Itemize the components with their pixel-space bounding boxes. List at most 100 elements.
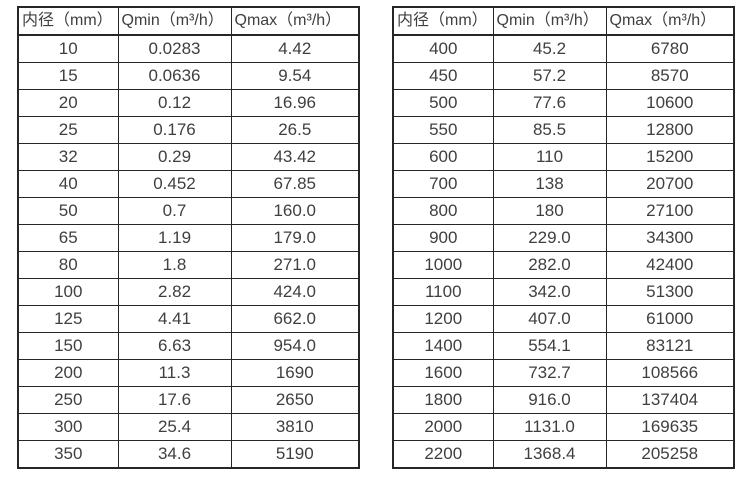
qmax-cell: 4.42	[230, 34, 360, 63]
table-body: 10 0.0283 4.42 15 0.0636 9.54 20 0.12 16.96 25 0.1…	[17, 34, 360, 469]
diameter-cell: 2000	[392, 413, 494, 441]
table-row: 2200 1368.4 205258	[392, 440, 735, 469]
qmax-cell: 27100	[605, 197, 735, 225]
qmin-cell: 2.82	[117, 278, 232, 306]
diameter-cell: 1600	[392, 359, 494, 387]
qmax-cell: 108566	[605, 359, 735, 387]
table-row: 40 0.452 67.85	[17, 170, 360, 198]
table-row: 25 0.176 26.5	[17, 116, 360, 144]
table-row: 700 138 20700	[392, 170, 735, 198]
table-row: 65 1.19 179.0	[17, 224, 360, 252]
table-row: 450 57.2 8570	[392, 62, 735, 90]
diameter-cell: 600	[392, 143, 494, 171]
qmax-cell: 662.0	[230, 305, 360, 333]
diameter-cell: 32	[17, 143, 119, 171]
qmin-cell: 0.0283	[117, 34, 232, 63]
qmax-cell: 67.85	[230, 170, 360, 198]
qmin-cell: 229.0	[492, 224, 607, 252]
diameter-cell: 80	[17, 251, 119, 279]
qmin-cell: 34.6	[117, 440, 232, 469]
qmax-cell: 5190	[230, 440, 360, 469]
table-row: 15 0.0636 9.54	[17, 62, 360, 90]
qmin-cell: 45.2	[492, 34, 607, 63]
qmin-cell: 0.452	[117, 170, 232, 198]
diameter-cell: 40	[17, 170, 119, 198]
diameter-cell: 300	[17, 413, 119, 441]
table-row: 550 85.5 12800	[392, 116, 735, 144]
table-row: 125 4.41 662.0	[17, 305, 360, 333]
qmin-cell: 77.6	[492, 89, 607, 117]
table-row: 200 11.3 1690	[17, 359, 360, 387]
qmin-cell: 11.3	[117, 359, 232, 387]
qmax-cell: 2650	[230, 386, 360, 414]
table-row: 1100 342.0 51300	[392, 278, 735, 306]
qmax-cell: 61000	[605, 305, 735, 333]
diameter-cell: 800	[392, 197, 494, 225]
table-row: 350 34.6 5190	[17, 440, 360, 469]
qmax-cell: 169635	[605, 413, 735, 441]
table-row: 20 0.12 16.96	[17, 89, 360, 117]
diameter-cell: 1400	[392, 332, 494, 360]
table-row: 800 180 27100	[392, 197, 735, 225]
qmin-cell: 732.7	[492, 359, 607, 387]
diameter-cell: 2200	[392, 440, 494, 469]
diameter-cell: 1000	[392, 251, 494, 279]
qmax-cell: 9.54	[230, 62, 360, 90]
table-row: 600 110 15200	[392, 143, 735, 171]
qmin-cell: 0.0636	[117, 62, 232, 90]
table-row: 900 229.0 34300	[392, 224, 735, 252]
qmax-cell: 179.0	[230, 224, 360, 252]
diameter-cell: 25	[17, 116, 119, 144]
diameter-cell: 350	[17, 440, 119, 469]
header-row: 内径（mm） Qmin（m³/h） Qmax（m³/h）	[17, 6, 360, 36]
diameter-cell: 400	[392, 34, 494, 63]
diameter-cell: 50	[17, 197, 119, 225]
table-row: 100 2.82 424.0	[17, 278, 360, 306]
qmax-cell: 20700	[605, 170, 735, 198]
table-row: 1800 916.0 137404	[392, 386, 735, 414]
qmin-cell: 25.4	[117, 413, 232, 441]
qmax-cell: 15200	[605, 143, 735, 171]
qmin-cell: 407.0	[492, 305, 607, 333]
table-row: 300 25.4 3810	[17, 413, 360, 441]
qmin-cell: 0.29	[117, 143, 232, 171]
qmax-cell: 6780	[605, 34, 735, 63]
diameter-cell: 10	[17, 34, 119, 63]
qmin-cell: 138	[492, 170, 607, 198]
diameter-cell: 125	[17, 305, 119, 333]
diameter-cell: 250	[17, 386, 119, 414]
qmax-cell: 12800	[605, 116, 735, 144]
qmax-cell: 271.0	[230, 251, 360, 279]
qmin-cell: 17.6	[117, 386, 232, 414]
qmin-cell: 1368.4	[492, 440, 607, 469]
qmax-cell: 205258	[605, 440, 735, 469]
qmin-cell: 180	[492, 197, 607, 225]
table-row: 150 6.63 954.0	[17, 332, 360, 360]
table-head: 内径（mm） Qmin（m³/h） Qmax（m³/h）	[17, 6, 360, 36]
qmax-cell: 954.0	[230, 332, 360, 360]
table-row: 1200 407.0 61000	[392, 305, 735, 333]
qmin-cell: 1.19	[117, 224, 232, 252]
diameter-cell: 20	[17, 89, 119, 117]
qmin-cell: 0.7	[117, 197, 232, 225]
qmin-cell: 342.0	[492, 278, 607, 306]
table-row: 1000 282.0 42400	[392, 251, 735, 279]
qmin-cell: 554.1	[492, 332, 607, 360]
diameter-cell: 500	[392, 89, 494, 117]
qmax-cell: 83121	[605, 332, 735, 360]
qmax-cell: 137404	[605, 386, 735, 414]
qmax-cell: 424.0	[230, 278, 360, 306]
qmax-cell: 1690	[230, 359, 360, 387]
column-header-diameter: 内径（mm）	[17, 6, 119, 36]
diameter-cell: 100	[17, 278, 119, 306]
qmin-cell: 0.176	[117, 116, 232, 144]
table-body: 400 45.2 6780 450 57.2 8570 500 77.6 10600 550 85.…	[392, 34, 735, 469]
table-row: 250 17.6 2650	[17, 386, 360, 414]
qmax-cell: 42400	[605, 251, 735, 279]
qmin-cell: 916.0	[492, 386, 607, 414]
diameter-cell: 900	[392, 224, 494, 252]
qmax-cell: 3810	[230, 413, 360, 441]
column-header-qmin: Qmin（m³/h）	[492, 6, 607, 36]
diameter-cell: 450	[392, 62, 494, 90]
